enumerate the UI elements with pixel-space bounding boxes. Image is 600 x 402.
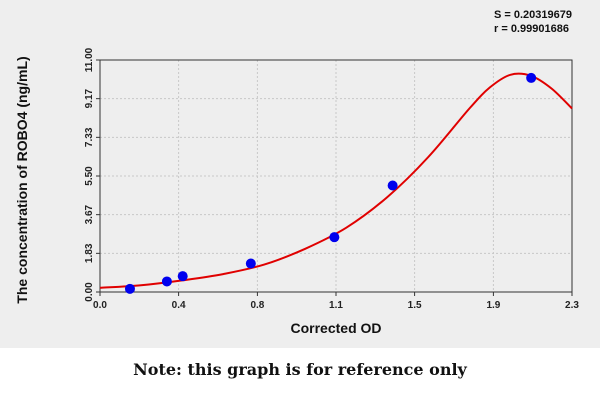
y-axis-title: The concentration of ROBO4 (ng/mL): [14, 56, 30, 304]
x-tick-label: 1.5: [408, 300, 422, 311]
y-axis-title-box: The concentration of ROBO4 (ng/mL): [10, 56, 34, 303]
data-point: [329, 232, 340, 243]
x-tick-label: 0.8: [250, 300, 264, 311]
x-tick-label: 2.3: [565, 300, 579, 311]
grid-lines: [99, 59, 573, 293]
y-tick-label: 3.67: [84, 204, 95, 224]
data-point: [177, 271, 188, 282]
r-value-text: r = 0.99901686: [494, 23, 569, 35]
x-tick-label: 0.4: [172, 300, 186, 311]
standard-curve-chart: 0.0 0.4 0.8 1.1 1.5 1.9 2.3 0.00 1.83 3.67 5.50 7.…: [84, 47, 579, 311]
s-value-text: S = 0.20319679: [494, 9, 572, 21]
y-tick-label: 1.83: [84, 243, 95, 263]
x-tick-label: 1.9: [486, 300, 500, 311]
fit-statistics: S = 0.20319679 r = 0.99901686: [494, 8, 572, 36]
y-axis-ticks: 0.00 1.83 3.67 5.50 7.33 9.17 11.00: [84, 47, 100, 302]
fit-curve-line: [99, 72, 573, 289]
data-point: [124, 283, 135, 294]
x-axis-title: Corrected OD: [290, 320, 382, 336]
data-point: [387, 180, 398, 191]
data-points: [124, 72, 537, 294]
data-point: [161, 276, 172, 287]
data-point: [526, 72, 537, 83]
y-tick-label: 0.00: [84, 282, 95, 302]
x-tick-label: 1.1: [329, 300, 343, 311]
y-tick-label: 11.00: [84, 47, 95, 72]
reference-note: Note: this graph is for reference only: [133, 360, 467, 379]
data-point: [245, 258, 256, 269]
y-tick-label: 7.33: [84, 127, 95, 147]
y-tick-label: 9.17: [84, 88, 95, 108]
x-axis-ticks: 0.0 0.4 0.8 1.1 1.5 1.9 2.3: [93, 292, 579, 311]
y-tick-label: 5.50: [84, 166, 95, 186]
x-tick-label: 0.0: [93, 300, 107, 311]
